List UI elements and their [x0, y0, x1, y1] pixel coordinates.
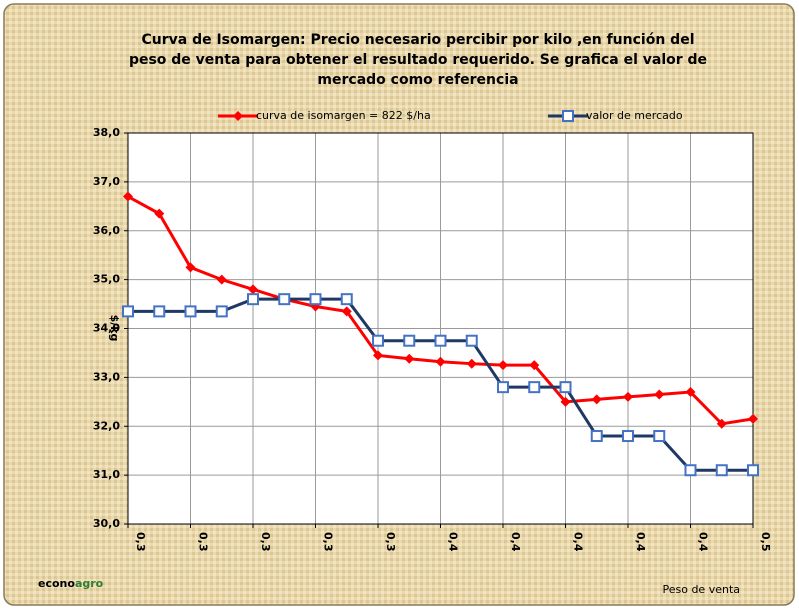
y-tick-label: 32,0	[93, 419, 120, 432]
data-point	[340, 293, 353, 306]
x-tick-label: 0,4	[697, 532, 710, 552]
data-point	[309, 293, 322, 306]
brand-logo: econoagro	[38, 577, 104, 590]
data-point	[373, 350, 383, 361]
legend-marker	[562, 110, 574, 122]
y-tick-label: 31,0	[93, 468, 120, 481]
y-tick-label: 35,0	[93, 273, 120, 286]
data-point	[248, 284, 258, 295]
data-point	[435, 356, 446, 367]
data-point	[685, 387, 696, 398]
data-point	[748, 413, 758, 424]
data-point	[716, 418, 727, 429]
data-point	[747, 464, 759, 477]
data-point	[372, 334, 384, 347]
data-point	[559, 381, 572, 394]
x-tick-label: 0,3	[384, 532, 397, 552]
y-tick-label: 36,0	[93, 224, 120, 237]
legend-marker	[233, 111, 243, 121]
data-point	[278, 293, 291, 306]
y-tick-label: 37,0	[93, 175, 120, 188]
data-point	[684, 464, 697, 477]
data-point	[590, 430, 603, 443]
x-axis-label: Peso de venta	[662, 583, 740, 596]
data-point	[184, 305, 197, 318]
data-point	[341, 306, 352, 317]
x-tick-label: 0,4	[447, 532, 460, 552]
data-point	[715, 464, 728, 477]
x-tick-label: 0,3	[134, 532, 147, 552]
data-point	[122, 305, 134, 318]
data-point	[153, 305, 166, 318]
y-tick-label: 33,0	[93, 370, 120, 383]
x-tick-label: 0,3	[322, 532, 335, 552]
y-tick-label: 30,0	[93, 517, 120, 530]
data-point	[623, 391, 633, 402]
legend-label: curva de isomargen = 822 $/ha	[256, 109, 431, 122]
data-point	[123, 191, 133, 202]
data-point	[185, 262, 196, 273]
plot-border	[127, 132, 754, 525]
data-point	[465, 334, 478, 347]
brand-part: econo	[38, 577, 75, 590]
y-axis-label: $/kg	[108, 315, 121, 342]
x-tick-label: 0,5	[759, 532, 772, 552]
x-tick-label: 0,4	[634, 532, 647, 552]
data-point	[622, 430, 634, 443]
data-point	[591, 394, 602, 405]
chart-title: peso de venta para obtener el resultado …	[129, 52, 707, 68]
data-point	[560, 396, 571, 407]
data-point	[215, 305, 228, 318]
data-point	[529, 360, 540, 371]
chart-title: mercado como referencia	[317, 72, 518, 88]
chart-title: Curva de Isomargen: Precio necesario per…	[141, 32, 694, 48]
data-point	[528, 381, 541, 394]
data-point	[654, 389, 665, 400]
data-point	[403, 334, 416, 347]
data-point	[434, 334, 447, 347]
y-tick-label: 38,0	[93, 126, 120, 139]
x-tick-label: 0,3	[259, 532, 272, 552]
x-tick-label: 0,3	[197, 532, 210, 552]
data-point	[466, 358, 477, 369]
data-point	[498, 360, 508, 371]
data-point	[653, 430, 666, 443]
x-tick-label: 0,4	[572, 532, 585, 552]
data-point	[404, 353, 415, 364]
brand-part: agro	[75, 577, 104, 590]
data-point	[497, 381, 509, 394]
data-point	[216, 274, 227, 285]
y-tick-label: 34,0	[93, 322, 120, 335]
data-point	[154, 208, 165, 219]
x-tick-label: 0,4	[509, 532, 522, 552]
legend-label: valor de mercado	[586, 109, 683, 122]
data-point	[247, 293, 259, 306]
